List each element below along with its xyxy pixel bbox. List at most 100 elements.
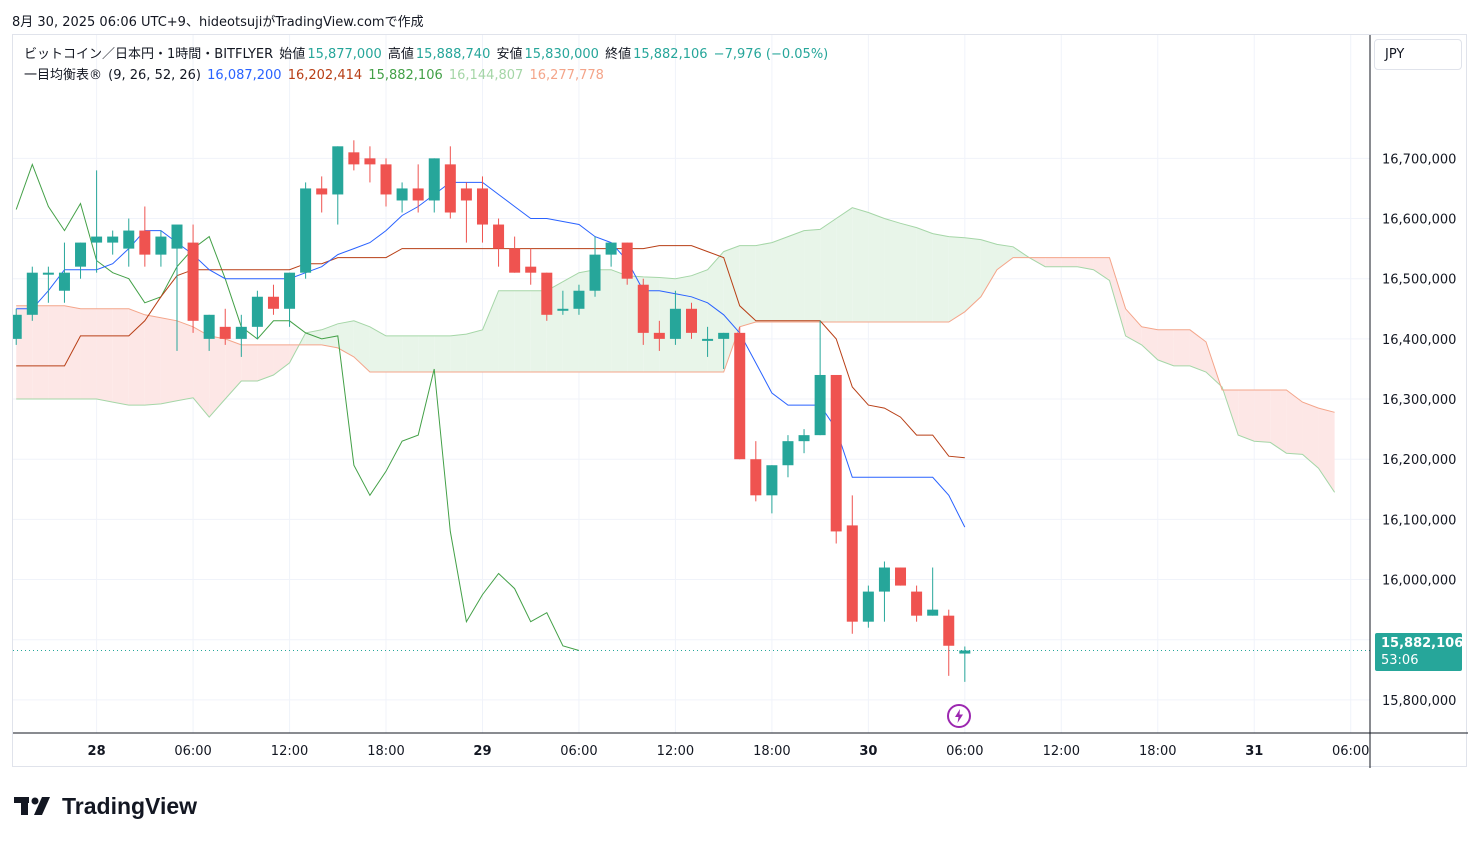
- candle-body: [734, 332, 746, 460]
- candle-body: [364, 158, 376, 165]
- legend-open-label: 始値: [279, 47, 306, 62]
- cloud-segment: [48, 305, 65, 400]
- candle-body: [798, 435, 810, 442]
- cloud-segment: [209, 335, 226, 418]
- candle-body: [782, 441, 794, 466]
- cloud-segment: [32, 305, 49, 400]
- time-axis-label: 12:00: [271, 744, 308, 759]
- cloud-segment: [900, 223, 917, 323]
- cloud-segment: [193, 326, 210, 418]
- cloud-segment: [1270, 390, 1287, 454]
- legend-symbol[interactable]: ビットコイン／日本円・1時間・BITFLYER: [24, 47, 274, 62]
- time-axis-label: 06:00: [174, 744, 211, 759]
- price-axis-label: 16,100,000: [1382, 513, 1456, 528]
- cloud-segment: [386, 335, 403, 372]
- price-axis-label: 16,500,000: [1382, 273, 1456, 288]
- candle-body: [541, 272, 553, 315]
- candle-body: [412, 188, 424, 201]
- candle-body: [959, 650, 971, 654]
- candle-body: [846, 525, 858, 622]
- cloud-segment: [739, 245, 756, 327]
- cloud-segment: [755, 242, 772, 323]
- cloud-segment: [852, 207, 869, 323]
- candle-body: [669, 308, 681, 339]
- cloud-segment: [337, 320, 354, 357]
- legend-ohlc-row: ビットコイン／日本円・1時間・BITFLYER 始値 15,877,000 高値 1…: [24, 44, 830, 65]
- candle-body: [155, 236, 167, 255]
- chart-caption: 8月 30, 2025 06:06 UTC+9、hideotsujiがTradi…: [12, 15, 424, 30]
- legend-high: 15,888,740: [415, 47, 491, 62]
- cloud-segment: [128, 308, 145, 406]
- cloud-segment: [1189, 329, 1207, 372]
- legend-high-label: 高値: [387, 47, 414, 62]
- chart-legend: ビットコイン／日本円・1時間・BITFLYER 始値 15,877,000 高値 1…: [24, 44, 830, 86]
- time-axis-label: 30: [859, 744, 877, 759]
- candle-body: [332, 146, 344, 195]
- candle-body: [766, 465, 778, 496]
- legend-low: 15,830,000: [524, 47, 599, 62]
- legend-base-value: 16,202,414: [287, 68, 363, 83]
- candle-body: [187, 242, 199, 321]
- cloud-segment: [1093, 257, 1110, 281]
- time-axis-label: 18:00: [753, 744, 790, 759]
- cloud-segment: [96, 308, 113, 403]
- cloud-segment: [836, 207, 853, 323]
- span-a-line: [16, 207, 1336, 493]
- candle-body: [123, 230, 135, 249]
- base-line: [16, 245, 965, 459]
- price-axis-label: 15,800,000: [1382, 694, 1456, 709]
- tradingview-logo[interactable]: TradingView: [14, 793, 197, 819]
- candle-body: [267, 296, 279, 309]
- time-axis-label: 31: [1245, 744, 1263, 759]
- cloud-segment: [450, 334, 467, 372]
- candle-body: [476, 188, 488, 225]
- legend-span-b-value: 16,277,778: [529, 68, 604, 83]
- cloud-segment: [466, 329, 483, 372]
- cloud-segment: [1286, 390, 1303, 455]
- cloud-segment: [1318, 408, 1335, 493]
- cloud-segment: [659, 277, 676, 372]
- time-axis-label: 12:00: [657, 744, 694, 759]
- cloud-segment: [771, 236, 788, 323]
- candle-body: [509, 248, 521, 273]
- candle-body: [139, 230, 151, 255]
- legend-indicator-params: (9, 26, 52, 26): [108, 68, 201, 83]
- legend-change: −7,976 (−0.05%): [713, 47, 829, 62]
- candle-body: [284, 272, 296, 309]
- legend-indicator-row: 一目均衡表® (9, 26, 52, 26) 16,087,200 16,202…: [24, 65, 830, 86]
- cloud-segment: [64, 305, 81, 400]
- currency-button[interactable]: JPY: [1374, 39, 1462, 70]
- candle-body: [316, 188, 328, 195]
- candle-body: [91, 236, 103, 243]
- candle-body: [107, 236, 119, 243]
- cloud-segment: [353, 320, 370, 372]
- candle-body: [943, 615, 955, 646]
- candle-body: [702, 338, 714, 341]
- cloud-segment: [514, 290, 531, 372]
- cloud-segment: [1045, 257, 1062, 267]
- price-axis-label: 16,400,000: [1382, 333, 1456, 348]
- cloud-segment: [1141, 326, 1158, 360]
- cloud-segment: [1302, 402, 1319, 469]
- cloud-segment: [1125, 308, 1142, 345]
- candle-body: [26, 272, 38, 315]
- candle-body: [348, 152, 360, 165]
- candle-body: [878, 567, 890, 592]
- price-axis-label: 16,200,000: [1382, 453, 1456, 468]
- candle-body: [621, 242, 633, 279]
- legend-indicator-name[interactable]: 一目均衡表®: [24, 68, 103, 83]
- cloud-segment: [787, 230, 805, 323]
- chart-frame[interactable]: 15,800,00015,900,00016,000,00016,100,000…: [12, 34, 1468, 768]
- chart-svg[interactable]: 15,800,00015,900,00016,000,00016,100,000…: [13, 35, 1468, 768]
- cloud-segment: [305, 329, 322, 345]
- cloud-segment: [820, 218, 837, 323]
- candle-body: [396, 188, 408, 201]
- time-axis-label: 06:00: [560, 744, 597, 759]
- cloud-segment: [964, 237, 981, 312]
- cloud-segment: [160, 317, 177, 404]
- cloud-segment: [418, 335, 435, 372]
- cloud-segment: [932, 233, 949, 323]
- flash-event-icon[interactable]: [947, 704, 971, 728]
- candle-body: [300, 188, 312, 273]
- candle-body: [460, 188, 472, 201]
